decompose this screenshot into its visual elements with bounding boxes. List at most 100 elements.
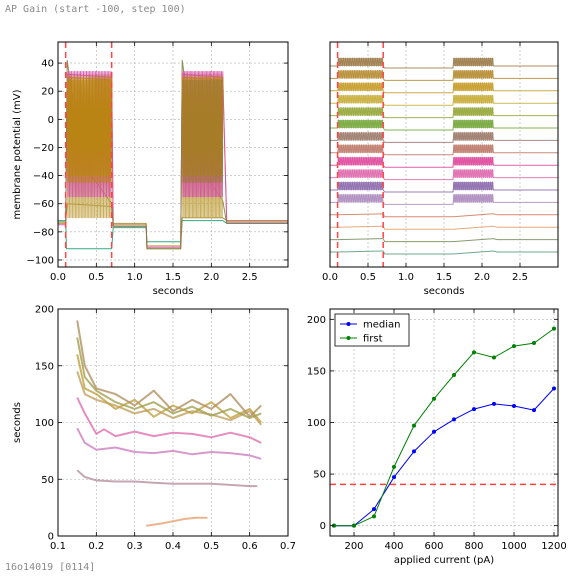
y-tick-label: 0 — [320, 521, 326, 532]
median-marker — [512, 403, 516, 408]
spike-trace — [181, 76, 224, 177]
first-marker — [532, 341, 536, 346]
stacked-voltage-trace — [330, 213, 558, 218]
rate-series-line — [76, 354, 262, 424]
y-tick-label: 150 — [307, 366, 326, 377]
y-axis-label: membrane potential (mV) — [12, 89, 23, 219]
spike-block — [337, 182, 384, 190]
x-tick-label: 1.5 — [165, 272, 181, 283]
x-tick-label: 1.0 — [127, 272, 143, 283]
plot-frame-1 — [329, 41, 559, 268]
trace-group — [58, 42, 288, 267]
y-tick-label: 50 — [41, 475, 54, 486]
x-tick-label: 1200 — [541, 541, 566, 552]
x-tick-label: 1.5 — [436, 272, 452, 283]
spike-band — [182, 79, 223, 183]
x-tick-label: 0.0 — [50, 272, 66, 283]
legend-label: median — [363, 320, 401, 331]
stacked-voltage-trace — [330, 225, 558, 230]
y-tick-label: 20 — [41, 87, 54, 98]
spike-block — [337, 132, 384, 141]
first-marker — [512, 344, 516, 349]
x-tick-label: 0.2 — [88, 541, 104, 552]
y-tick-label: −20 — [33, 143, 54, 154]
first-marker — [352, 523, 356, 528]
median-line — [334, 388, 555, 527]
rate-series-line — [76, 337, 262, 419]
y-tick-label: −60 — [33, 199, 54, 210]
median-marker — [392, 475, 396, 480]
median-marker — [472, 407, 476, 412]
x-tick-label: 2.0 — [203, 272, 219, 283]
x-tick-label: 0.5 — [203, 541, 219, 552]
spike-block — [453, 157, 494, 166]
first-marker — [432, 396, 436, 401]
median-marker — [432, 429, 436, 434]
spike-block — [453, 144, 494, 153]
spike-trace — [66, 76, 113, 177]
spike-block — [337, 107, 384, 116]
spike-block — [337, 120, 384, 128]
y-tick-label: 0 — [48, 532, 54, 543]
rate-series-line — [76, 469, 258, 488]
rate-series-line — [146, 516, 208, 527]
x-tick-label: 2.0 — [474, 272, 490, 283]
y-tick-label: 100 — [307, 418, 326, 429]
spike-trace — [181, 71, 224, 198]
x-tick-label: 0.6 — [242, 541, 258, 552]
stacked-voltage-trace — [330, 238, 558, 243]
x-tick-label: 600 — [424, 541, 443, 552]
page-header: AP Gain (start -100, step 100) — [5, 4, 186, 15]
x-tick-label: 0.4 — [165, 541, 181, 552]
plot-frame-0 — [57, 41, 289, 268]
spike-block — [453, 182, 494, 190]
rate-series-line — [76, 427, 262, 460]
legend-label: first — [363, 334, 383, 345]
legend-box — [334, 313, 410, 347]
x-tick-label: 400 — [384, 541, 403, 552]
median-marker — [552, 386, 556, 391]
spike-trace — [66, 71, 113, 198]
first-marker — [552, 326, 556, 331]
legend-marker — [346, 336, 351, 340]
x-tick-label: 0.1 — [50, 541, 66, 552]
median-marker — [532, 408, 536, 413]
y-tick-label: −80 — [33, 227, 54, 238]
x-tick-label: 800 — [464, 541, 483, 552]
x-tick-label: 0.7 — [280, 541, 296, 552]
spike-block — [453, 194, 494, 203]
y-tick-label: −100 — [27, 255, 54, 266]
x-axis-label: applied current (pA) — [394, 555, 494, 566]
stacked-voltage-trace — [330, 250, 558, 255]
first-marker — [472, 350, 476, 355]
first-line — [334, 328, 555, 527]
x-tick-label: 0.5 — [360, 272, 376, 283]
first-marker — [392, 464, 396, 469]
y-tick-label: −40 — [33, 171, 54, 182]
spike-block — [453, 120, 494, 128]
x-axis-label: seconds — [424, 286, 465, 297]
median-marker — [412, 449, 416, 454]
rate-series-line — [76, 320, 262, 418]
page-footer: 16o14019 [0114] — [5, 562, 96, 573]
x-tick-label: 0.0 — [322, 272, 338, 283]
spike-block — [453, 58, 494, 66]
spike-block — [337, 144, 384, 153]
spike-block — [337, 82, 384, 91]
spike-block — [337, 95, 384, 104]
plot-frame-2 — [57, 308, 289, 537]
median-marker — [372, 507, 376, 512]
y-tick-label: 100 — [35, 418, 54, 429]
median-marker — [452, 417, 456, 422]
x-tick-label: 1000 — [501, 541, 526, 552]
spike-block — [337, 58, 384, 66]
spike-block — [453, 132, 494, 141]
spike-block — [453, 82, 494, 91]
y-tick-label: 0 — [48, 115, 54, 126]
x-tick-label: 2.5 — [242, 272, 258, 283]
median-marker — [492, 401, 496, 406]
spike-block — [453, 95, 494, 104]
x-tick-label: 2.5 — [512, 272, 528, 283]
x-tick-label: 200 — [344, 541, 363, 552]
